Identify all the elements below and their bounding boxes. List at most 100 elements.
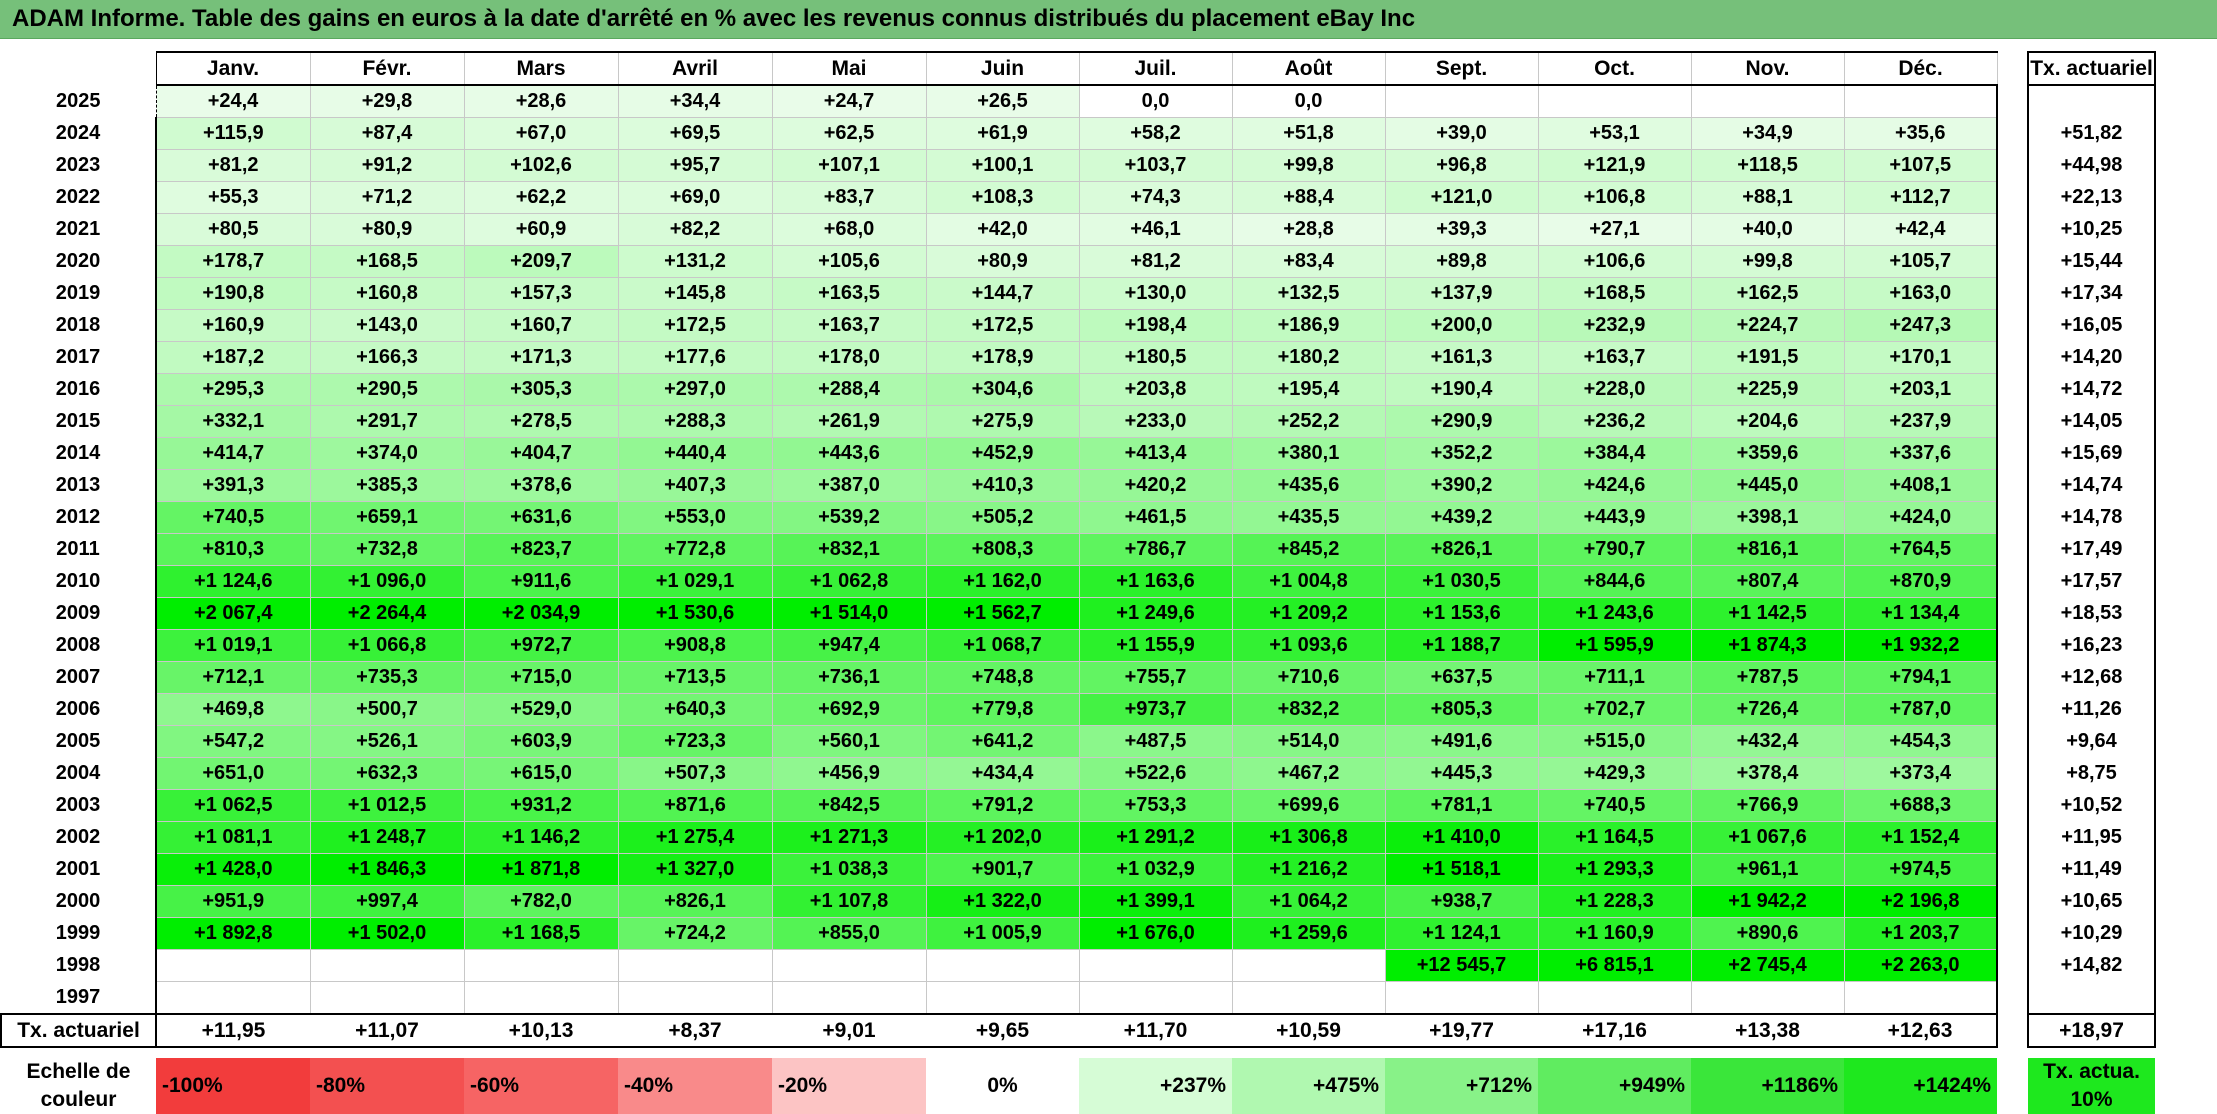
value-cell[interactable]: +651,0 xyxy=(155,757,311,790)
value-cell[interactable]: +1 124,6 xyxy=(155,565,311,598)
value-cell[interactable]: +1 163,6 xyxy=(1078,565,1233,598)
value-cell[interactable]: +163,5 xyxy=(771,277,927,310)
value-cell[interactable]: +640,3 xyxy=(617,693,773,726)
value-cell[interactable]: +180,2 xyxy=(1231,341,1386,374)
value-cell[interactable]: +1 124,1 xyxy=(1384,917,1539,950)
value-cell[interactable]: +407,3 xyxy=(617,469,773,502)
value-cell[interactable]: +130,0 xyxy=(1078,277,1233,310)
value-cell[interactable]: +102,6 xyxy=(463,149,619,182)
value-cell[interactable]: +81,2 xyxy=(1078,245,1233,278)
value-cell[interactable]: +60,9 xyxy=(463,213,619,246)
value-cell[interactable]: +826,1 xyxy=(617,885,773,918)
value-cell[interactable] xyxy=(1690,84,1845,118)
value-cell[interactable]: +186,9 xyxy=(1231,309,1386,342)
value-cell[interactable]: +304,6 xyxy=(925,373,1080,406)
value-cell[interactable]: +24,4 xyxy=(155,84,311,118)
value-cell[interactable]: +228,0 xyxy=(1537,373,1692,406)
value-cell[interactable]: +1 271,3 xyxy=(771,821,927,854)
value-cell[interactable]: +112,7 xyxy=(1843,181,1998,214)
value-cell[interactable]: +845,2 xyxy=(1231,533,1386,566)
value-cell[interactable]: +842,5 xyxy=(771,789,927,822)
value-cell[interactable]: +435,6 xyxy=(1231,469,1386,502)
value-cell[interactable]: +252,2 xyxy=(1231,405,1386,438)
value-cell[interactable] xyxy=(1231,949,1386,982)
value-cell[interactable]: +168,5 xyxy=(309,245,465,278)
value-cell[interactable]: +1 327,0 xyxy=(617,853,773,886)
value-cell[interactable]: +1 676,0 xyxy=(1078,917,1233,950)
value-cell[interactable]: +203,8 xyxy=(1078,373,1233,406)
value-cell[interactable]: +391,3 xyxy=(155,469,311,502)
value-cell[interactable]: +2 264,4 xyxy=(309,597,465,630)
value-cell[interactable]: +34,9 xyxy=(1690,117,1845,150)
value-cell[interactable]: +39,3 xyxy=(1384,213,1539,246)
value-cell[interactable]: +69,5 xyxy=(617,117,773,150)
value-cell[interactable]: +445,3 xyxy=(1384,757,1539,790)
value-cell[interactable]: +782,0 xyxy=(463,885,619,918)
value-cell[interactable]: +414,7 xyxy=(155,437,311,470)
value-cell[interactable]: +1 188,7 xyxy=(1384,629,1539,662)
value-cell[interactable]: +1 518,1 xyxy=(1384,853,1539,886)
value-cell[interactable]: +908,8 xyxy=(617,629,773,662)
value-cell[interactable]: +82,2 xyxy=(617,213,773,246)
value-cell[interactable]: +1 081,1 xyxy=(155,821,311,854)
value-cell[interactable]: +107,5 xyxy=(1843,149,1998,182)
value-cell[interactable]: +83,4 xyxy=(1231,245,1386,278)
value-cell[interactable]: +352,2 xyxy=(1384,437,1539,470)
value-cell[interactable]: +973,7 xyxy=(1078,693,1233,726)
value-cell[interactable]: +603,9 xyxy=(463,725,619,758)
value-cell[interactable]: +373,4 xyxy=(1843,757,1998,790)
value-cell[interactable]: +445,0 xyxy=(1690,469,1845,502)
value-cell[interactable]: +1 871,8 xyxy=(463,853,619,886)
value-cell[interactable] xyxy=(617,949,773,982)
value-cell[interactable]: +1 514,0 xyxy=(771,597,927,630)
value-cell[interactable]: +507,3 xyxy=(617,757,773,790)
value-cell[interactable] xyxy=(155,981,311,1015)
value-cell[interactable]: +200,0 xyxy=(1384,309,1539,342)
value-cell[interactable]: +710,6 xyxy=(1231,661,1386,694)
value-cell[interactable]: +387,0 xyxy=(771,469,927,502)
value-cell[interactable]: +1 932,2 xyxy=(1843,629,1998,662)
value-cell[interactable] xyxy=(463,981,619,1015)
value-cell[interactable]: +170,1 xyxy=(1843,341,1998,374)
value-cell[interactable]: +424,6 xyxy=(1537,469,1692,502)
value-cell[interactable]: +29,8 xyxy=(309,84,465,118)
value-cell[interactable]: +1 428,0 xyxy=(155,853,311,886)
value-cell[interactable]: +723,3 xyxy=(617,725,773,758)
value-cell[interactable]: +1 399,1 xyxy=(1078,885,1233,918)
value-cell[interactable]: +157,3 xyxy=(463,277,619,310)
value-cell[interactable] xyxy=(925,981,1080,1015)
value-cell[interactable]: +514,0 xyxy=(1231,725,1386,758)
value-cell[interactable]: +6 815,1 xyxy=(1537,949,1692,982)
value-cell[interactable]: +1 146,2 xyxy=(463,821,619,854)
value-cell[interactable]: +115,9 xyxy=(155,117,311,150)
value-cell[interactable]: +1 134,4 xyxy=(1843,597,1998,630)
value-cell[interactable]: +461,5 xyxy=(1078,501,1233,534)
value-cell[interactable]: +454,3 xyxy=(1843,725,1998,758)
value-cell[interactable]: +68,0 xyxy=(771,213,927,246)
value-cell[interactable]: +443,6 xyxy=(771,437,927,470)
value-cell[interactable]: +1 152,4 xyxy=(1843,821,1998,854)
value-cell[interactable]: +53,1 xyxy=(1537,117,1692,150)
value-cell[interactable]: +107,1 xyxy=(771,149,927,182)
value-cell[interactable]: +1 248,7 xyxy=(309,821,465,854)
value-cell[interactable]: +947,4 xyxy=(771,629,927,662)
value-cell[interactable]: +1 291,2 xyxy=(1078,821,1233,854)
value-cell[interactable]: +764,5 xyxy=(1843,533,1998,566)
value-cell[interactable]: +204,6 xyxy=(1690,405,1845,438)
value-cell[interactable]: +1 019,1 xyxy=(155,629,311,662)
value-cell[interactable]: +80,5 xyxy=(155,213,311,246)
value-cell[interactable]: +191,5 xyxy=(1690,341,1845,374)
value-cell[interactable]: +91,2 xyxy=(309,149,465,182)
value-cell[interactable]: +209,7 xyxy=(463,245,619,278)
value-cell[interactable]: +261,9 xyxy=(771,405,927,438)
value-cell[interactable]: +740,5 xyxy=(1537,789,1692,822)
value-cell[interactable]: +890,6 xyxy=(1690,917,1845,950)
value-cell[interactable]: +1 293,3 xyxy=(1537,853,1692,886)
value-cell[interactable]: +35,6 xyxy=(1843,117,1998,150)
value-cell[interactable]: +901,7 xyxy=(925,853,1080,886)
value-cell[interactable]: +1 874,3 xyxy=(1690,629,1845,662)
value-cell[interactable]: +500,7 xyxy=(309,693,465,726)
value-cell[interactable]: +871,6 xyxy=(617,789,773,822)
value-cell[interactable]: +791,2 xyxy=(925,789,1080,822)
value-cell[interactable]: +27,1 xyxy=(1537,213,1692,246)
